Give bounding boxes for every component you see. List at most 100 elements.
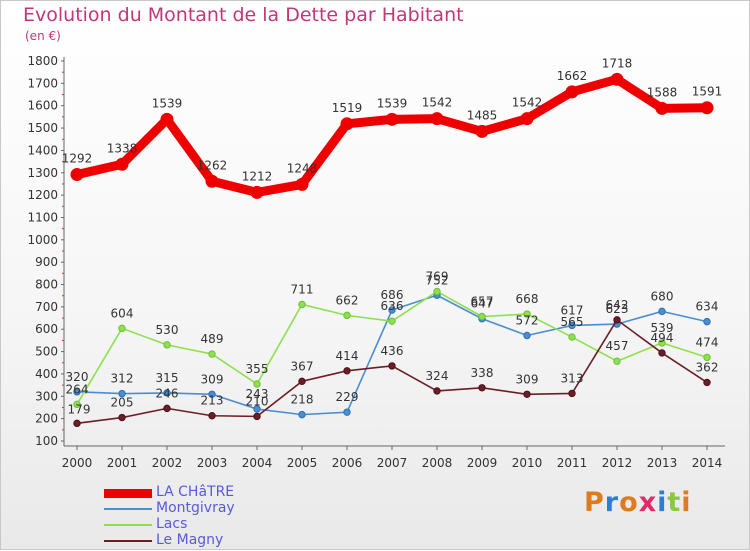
data-label-la-chatre: 1591 <box>692 85 723 99</box>
data-label-montgivray: 634 <box>696 300 719 314</box>
point-lacs <box>118 324 126 333</box>
point-montgivray <box>523 331 531 340</box>
legend-label: LA CHâTRE <box>156 484 235 500</box>
point-le-magny <box>523 390 531 398</box>
data-label-la-chatre: 1262 <box>197 158 228 172</box>
y-tick-label: 200 <box>35 412 58 426</box>
logo-letter: i <box>657 487 668 518</box>
point-la-chatre <box>250 185 264 199</box>
logo-letter: P <box>584 487 605 518</box>
y-tick-label: 100 <box>35 434 58 448</box>
point-la-chatre <box>115 157 129 171</box>
x-tick-label: 2012 <box>602 456 633 470</box>
point-montgivray <box>208 390 216 398</box>
data-label-la-chatre: 1588 <box>647 85 678 99</box>
data-label-lacs: 530 <box>156 323 179 337</box>
legend-item-lacs: Lacs <box>104 516 354 533</box>
data-label-lacs: 264 <box>66 382 89 396</box>
point-lacs <box>523 310 531 318</box>
y-tick-label: 500 <box>35 345 58 359</box>
data-label-la-chatre: 1539 <box>152 96 183 110</box>
point-la-chatre <box>295 177 309 191</box>
data-label-le-magny: 179 <box>68 402 91 416</box>
point-la-chatre <box>565 85 579 99</box>
data-label-lacs: 474 <box>696 335 719 349</box>
data-label-montgivray: 647 <box>471 297 494 311</box>
data-label-montgivray: 623 <box>606 302 629 316</box>
point-lacs <box>163 341 171 349</box>
point-montgivray <box>118 389 126 398</box>
data-label-lacs: 668 <box>516 292 539 306</box>
series-lines <box>70 72 714 428</box>
x-tick-label: 2014 <box>692 456 723 470</box>
x-tick-label: 2006 <box>332 456 363 470</box>
point-montgivray <box>343 408 351 416</box>
data-label-lacs: 565 <box>561 315 584 329</box>
data-label-la-chatre: 1292 <box>62 152 93 166</box>
y-tick-label: 1500 <box>27 121 58 135</box>
point-la-chatre <box>205 174 219 188</box>
x-tick-label: 2010 <box>512 456 543 470</box>
data-label-montgivray: 218 <box>291 393 314 407</box>
point-lacs <box>658 339 666 347</box>
data-label-le-magny: 313 <box>561 371 584 385</box>
point-lacs <box>73 400 81 409</box>
point-le-magny <box>568 389 576 398</box>
logo-letter: i <box>681 487 692 518</box>
data-label-la-chatre: 1338 <box>107 141 138 155</box>
x-tick-label: 2003 <box>197 456 228 470</box>
y-tick-label: 700 <box>35 300 58 314</box>
point-le-magny <box>658 349 666 357</box>
chart-title: Evolution du Montant de la Dette par Hab… <box>23 4 464 26</box>
data-label-montgivray: 229 <box>336 390 359 404</box>
data-label-le-magny: 494 <box>651 331 674 345</box>
data-label-lacs: 636 <box>381 299 404 313</box>
logo-letter: o <box>619 487 639 518</box>
y-tick-label: 1600 <box>27 99 58 113</box>
point-lacs <box>343 311 351 320</box>
x-tick-label: 2000 <box>62 456 93 470</box>
legend-item-montgivray: Montgivray <box>104 500 354 517</box>
point-la-chatre <box>700 101 714 115</box>
data-label-montgivray: 309 <box>201 372 224 386</box>
data-label-la-chatre: 1718 <box>602 56 633 70</box>
x-tick-label: 2008 <box>422 456 453 470</box>
data-label-la-chatre: 1485 <box>467 108 498 122</box>
data-label-montgivray: 243 <box>246 387 269 401</box>
y-tick-label: 1800 <box>27 54 58 68</box>
data-label-lacs: 662 <box>336 293 359 307</box>
data-label-le-magny: 362 <box>696 360 719 374</box>
y-tick-label: 1100 <box>27 210 58 224</box>
point-montgivray <box>388 306 396 314</box>
legend-label: Le Magny <box>156 532 224 548</box>
y-tick-label: 900 <box>35 255 58 269</box>
data-label-le-magny: 324 <box>426 369 449 383</box>
legend-label: Lacs <box>156 516 188 532</box>
data-label-lacs: 604 <box>111 306 134 320</box>
point-la-chatre <box>475 124 489 138</box>
x-tick-label: 2004 <box>242 456 273 470</box>
point-lacs <box>433 287 441 296</box>
point-montgivray <box>253 405 261 413</box>
logo-letter: t <box>667 487 682 518</box>
x-tick-label: 2013 <box>647 456 678 470</box>
unit-label: (en €) <box>25 29 61 43</box>
data-label-la-chatre: 1212 <box>242 169 273 183</box>
logo-letter: x <box>638 487 658 518</box>
data-label-la-chatre: 1542 <box>512 96 543 110</box>
point-le-magny <box>433 387 441 395</box>
y-tick-label: 600 <box>35 322 58 336</box>
data-label-le-magny: 309 <box>516 372 539 386</box>
x-tick-label: 2007 <box>377 456 408 470</box>
data-label-le-magny: 205 <box>111 396 134 410</box>
data-labels: 1292 1338 1539 1262 1212 1248 1519 1539 1542 1485… <box>62 56 723 416</box>
point-la-chatre <box>655 101 669 115</box>
data-label-le-magny: 414 <box>336 349 359 363</box>
x-tick-label: 2002 <box>152 456 183 470</box>
point-le-magny <box>298 377 306 386</box>
y-tick-label: 300 <box>35 389 58 403</box>
legend-label: Montgivray <box>156 500 235 516</box>
point-la-chatre <box>160 112 174 126</box>
legend-swatch-le-magny <box>104 540 152 542</box>
